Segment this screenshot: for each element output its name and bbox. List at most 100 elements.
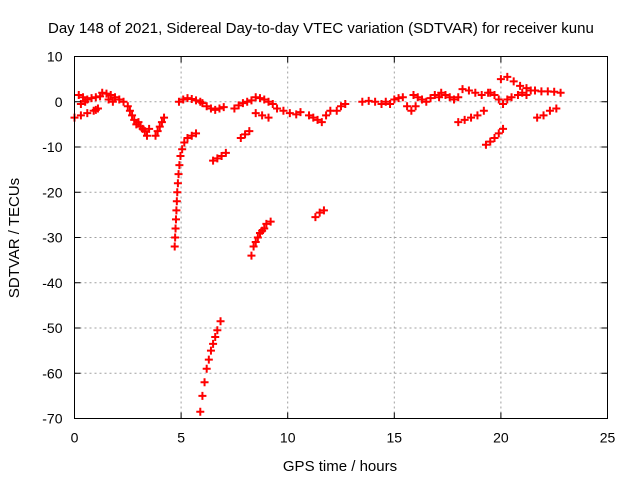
data-point — [171, 224, 180, 233]
series-arc-08 — [196, 317, 225, 416]
data-point — [471, 88, 480, 97]
data-point — [273, 104, 282, 113]
data-point — [213, 154, 222, 163]
data-point — [198, 99, 207, 108]
data-point — [435, 93, 444, 102]
data-point — [119, 97, 128, 106]
data-point — [91, 105, 100, 114]
data-point — [292, 110, 301, 119]
data-point — [216, 317, 225, 326]
series-arc-19 — [332, 100, 350, 115]
data-point — [249, 242, 258, 251]
data-point — [251, 109, 260, 118]
data-point — [251, 238, 260, 247]
data-point — [102, 89, 111, 98]
data-point — [76, 111, 85, 120]
data-point — [490, 133, 499, 142]
data-point — [236, 133, 245, 142]
data-point — [518, 88, 527, 97]
data-point — [76, 100, 85, 109]
data-point — [211, 105, 220, 114]
data-point — [477, 90, 486, 99]
x-tick-label: 15 — [387, 430, 403, 446]
series-arc-15 — [251, 109, 273, 122]
data-point — [145, 124, 154, 133]
data-point — [481, 140, 490, 149]
data-point — [552, 104, 561, 113]
data-point — [494, 95, 503, 104]
data-point — [522, 84, 531, 93]
data-point — [556, 88, 565, 97]
data-point — [503, 95, 512, 104]
series-arc-26 — [481, 124, 508, 149]
data-point — [234, 101, 243, 110]
data-point — [422, 97, 431, 106]
series-arc-12 — [236, 127, 254, 142]
data-point — [313, 115, 322, 124]
x-tick-label: 0 — [71, 430, 79, 446]
data-point — [473, 111, 482, 120]
data-point — [449, 95, 458, 104]
data-point — [407, 106, 416, 115]
series-arc-17 — [311, 206, 328, 222]
x-axis-label: GPS time / hours — [283, 458, 397, 475]
data-point — [437, 88, 446, 97]
data-point — [160, 113, 169, 122]
data-point — [108, 97, 117, 106]
data-point — [125, 106, 134, 115]
data-point — [258, 111, 267, 120]
data-point — [411, 102, 420, 111]
data-point — [371, 97, 380, 106]
data-point — [305, 111, 314, 120]
data-point — [74, 90, 83, 99]
y-tick-label: -70 — [42, 411, 62, 427]
series-arc-29 — [531, 86, 565, 97]
data-point — [309, 113, 318, 122]
data-point — [390, 95, 399, 104]
data-point — [322, 111, 331, 120]
data-point — [430, 90, 439, 99]
y-tick-label: -40 — [42, 275, 62, 291]
data-point — [215, 104, 224, 113]
data-point — [398, 93, 407, 102]
data-point — [170, 242, 179, 251]
series-arc-27 — [486, 88, 522, 109]
data-point — [151, 131, 160, 140]
y-axis-label: SDTVAR / TECUs — [6, 178, 23, 298]
data-point — [490, 90, 499, 99]
data-point — [245, 127, 254, 136]
data-point — [111, 93, 120, 102]
data-point — [202, 364, 211, 373]
data-point — [262, 219, 271, 228]
y-tick-label: -60 — [42, 365, 62, 381]
y-tick-label: -30 — [42, 230, 62, 246]
data-point — [200, 378, 209, 387]
data-point — [381, 97, 390, 106]
data-point — [130, 115, 139, 124]
data-point — [187, 131, 196, 140]
data-point — [516, 81, 525, 90]
data-point — [104, 95, 113, 104]
x-tick-label: 10 — [280, 430, 296, 446]
data-point — [266, 217, 275, 226]
series-arc-14 — [251, 93, 277, 109]
data-point — [217, 152, 226, 161]
data-point — [173, 188, 182, 197]
data-point — [211, 333, 220, 342]
data-point — [221, 148, 230, 157]
data-point — [198, 391, 207, 400]
tick-layer: 0 5 10 15 20 25 10 0 -10 -20 -30 -40 -50 -60 -70 — [42, 49, 615, 446]
data-point — [172, 197, 181, 206]
data-point — [213, 326, 222, 335]
data-point — [174, 170, 183, 179]
data-point — [230, 104, 239, 113]
series-arc-06 — [170, 129, 201, 251]
series-arc-28 — [496, 72, 535, 99]
data-point — [106, 90, 115, 99]
data-point — [494, 129, 503, 138]
data-point — [341, 100, 350, 109]
data-point — [81, 97, 90, 106]
data-point — [206, 104, 215, 113]
data-point — [171, 233, 180, 242]
data-point — [486, 137, 495, 146]
